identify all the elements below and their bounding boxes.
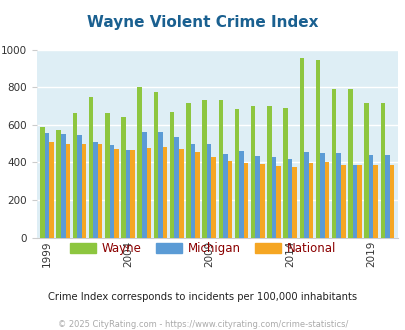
Bar [299, 58, 303, 238]
Bar [169, 112, 174, 238]
Bar [250, 106, 255, 238]
Bar [239, 151, 243, 238]
Bar [185, 103, 190, 238]
Bar [61, 134, 65, 238]
Bar [352, 165, 356, 238]
Bar [49, 142, 54, 238]
Bar [105, 114, 109, 238]
Bar [109, 146, 114, 238]
Bar [218, 100, 222, 238]
Bar [81, 145, 86, 238]
Bar [243, 163, 248, 238]
Bar [174, 137, 179, 238]
Bar [202, 100, 206, 238]
Bar [340, 165, 345, 238]
Text: Crime Index corresponds to incidents per 100,000 inhabitants: Crime Index corresponds to incidents per… [48, 292, 357, 302]
Bar [56, 130, 61, 238]
Bar [137, 87, 142, 238]
Bar [379, 103, 384, 238]
Bar [121, 117, 126, 238]
Bar [190, 144, 195, 238]
Bar [331, 89, 336, 238]
Text: Wayne Violent Crime Index: Wayne Violent Crime Index [87, 15, 318, 30]
Bar [195, 152, 199, 238]
Bar [40, 127, 45, 238]
Bar [153, 92, 158, 238]
Bar [222, 154, 227, 238]
Bar [303, 152, 308, 238]
Bar [356, 165, 361, 238]
Bar [271, 157, 275, 238]
Bar [158, 132, 162, 238]
Bar [130, 150, 134, 238]
Bar [45, 133, 49, 238]
Bar [315, 60, 320, 238]
Text: © 2025 CityRating.com - https://www.cityrating.com/crime-statistics/: © 2025 CityRating.com - https://www.city… [58, 320, 347, 329]
Bar [336, 153, 340, 238]
Bar [206, 145, 211, 238]
Bar [324, 162, 328, 238]
Bar [255, 156, 259, 238]
Bar [363, 103, 368, 238]
Bar [266, 106, 271, 238]
Bar [373, 165, 377, 238]
Legend: Wayne, Michigan, National: Wayne, Michigan, National [65, 237, 340, 260]
Bar [179, 149, 183, 238]
Bar [211, 157, 215, 238]
Bar [259, 164, 264, 238]
Bar [77, 135, 81, 238]
Bar [98, 145, 102, 238]
Bar [146, 148, 151, 238]
Bar [384, 155, 389, 238]
Bar [234, 109, 239, 238]
Bar [162, 147, 167, 238]
Bar [227, 161, 232, 238]
Bar [320, 153, 324, 238]
Bar [275, 166, 280, 238]
Bar [292, 167, 296, 238]
Bar [308, 163, 312, 238]
Bar [389, 165, 393, 238]
Bar [89, 96, 93, 238]
Bar [283, 108, 287, 238]
Bar [287, 159, 292, 238]
Bar [368, 155, 373, 238]
Bar [126, 150, 130, 238]
Bar [93, 142, 98, 238]
Bar [65, 144, 70, 238]
Bar [114, 149, 118, 238]
Bar [72, 114, 77, 238]
Bar [142, 132, 146, 238]
Bar [347, 89, 352, 238]
